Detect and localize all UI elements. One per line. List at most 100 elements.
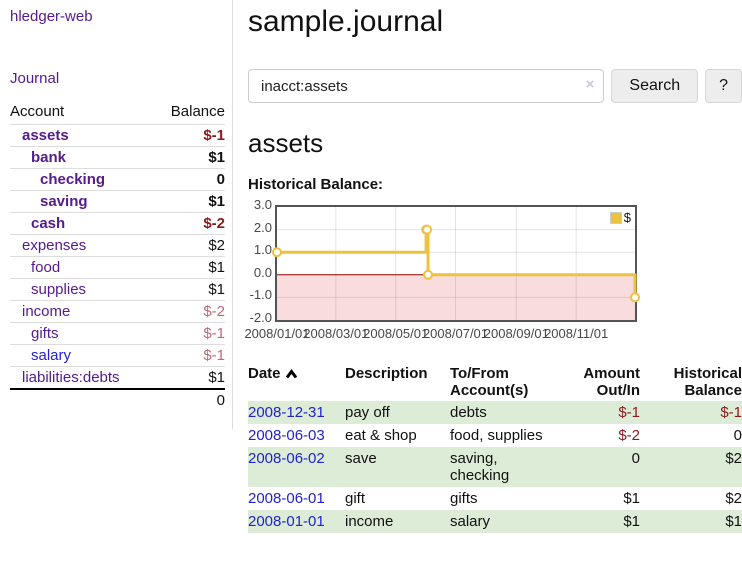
account-row: assets $-1 — [10, 124, 225, 147]
transaction-date-cell: 2008-06-01 — [248, 487, 345, 510]
transaction-description: eat & shop — [345, 427, 417, 444]
account-name-cell: expenses — [10, 234, 154, 257]
account-link[interactable]: supplies — [31, 281, 87, 298]
spacer-cell — [10, 388, 154, 411]
account-link[interactable]: gifts — [31, 325, 59, 342]
description-column-header: Description — [345, 365, 428, 382]
account-link[interactable]: bank — [31, 149, 67, 166]
account-link[interactable]: assets — [22, 127, 69, 144]
transaction-balance: $2 — [725, 450, 742, 467]
total-balance: 0 — [153, 388, 225, 411]
account-name-cell: liabilities:debts — [10, 366, 154, 389]
search-box: × — [248, 69, 605, 103]
account-row: salary $-1 — [10, 344, 225, 367]
account-row: liabilities:debts $1 — [10, 366, 225, 389]
account-name-cell: assets — [10, 124, 154, 147]
x-axis-tick-label: 2008/05/01 — [363, 326, 429, 341]
search-input[interactable] — [248, 69, 605, 103]
transaction-accounts: salary — [450, 513, 491, 530]
account-link[interactable]: food — [31, 259, 61, 276]
transaction-balance: $-1 — [720, 404, 742, 421]
account-name-cell: salary — [10, 344, 154, 367]
transaction-row: 2008-01-01 income salary $1 $1 — [248, 510, 742, 533]
account-balance: $2 — [153, 234, 225, 257]
transaction-row: 2008-06-03 eat & shop food, supplies $-2 0 — [248, 424, 742, 447]
journal-link[interactable]: Journal — [10, 70, 60, 87]
account-link[interactable]: liabilities:debts — [22, 369, 120, 386]
account-row: gifts $-1 — [10, 322, 225, 345]
account-balance: $1 — [153, 146, 225, 169]
journal-nav: Journal — [10, 70, 232, 87]
account-balance: $1 — [153, 366, 225, 389]
y-axis-tick-label: -1.0 — [249, 287, 272, 303]
transaction-date-cell: 2008-06-02 — [248, 447, 345, 487]
y-axis-tick-label: 0.0 — [253, 264, 272, 280]
account-row: income $-2 — [10, 300, 225, 323]
transaction-description: save — [345, 450, 377, 467]
account-link[interactable]: checking — [40, 171, 106, 188]
account-balance: $-2 — [153, 212, 225, 235]
x-axis-tick-label: 2008/11/01 — [544, 326, 609, 341]
transaction-description: gift — [345, 490, 366, 507]
account-balance: $1 — [153, 190, 225, 213]
transaction-amount: $-1 — [618, 404, 640, 421]
account-column-header: Account — [10, 103, 65, 120]
transaction-row: 2008-06-02 save saving, checking 0 $2 — [248, 447, 742, 487]
transaction-description: income — [345, 513, 394, 530]
account-table: Account Balance assets $-1 bank $1 checking 0… — [10, 101, 225, 411]
x-axis-tick-label: 2008/07/01 — [422, 326, 489, 341]
page-title: sample.journal — [248, 5, 444, 38]
help-button[interactable]: ? — [705, 69, 742, 103]
account-name-cell: saving — [10, 190, 154, 213]
account-link[interactable]: salary — [31, 347, 72, 364]
account-link[interactable]: cash — [31, 215, 66, 232]
account-balance: $-1 — [153, 344, 225, 367]
account-name-cell: food — [10, 256, 154, 279]
transaction-date-link[interactable]: 2008-06-03 — [248, 427, 325, 444]
account-total-row: 0 — [10, 388, 225, 411]
register-table-body: 2008-12-31 pay off debts $-1 $-1 2008-06-03 ea… — [248, 401, 742, 533]
transaction-date-cell: 2008-06-03 — [248, 424, 345, 447]
chart-legend: $ — [609, 210, 631, 225]
balance-chart: 3.0 2.0 1.0 0.0 -1.0 -2.0 $ 2008/01/01 2008/03… — [244, 197, 742, 343]
transaction-date-link[interactable]: 2008-06-02 — [248, 450, 325, 467]
app-brand-link[interactable]: hledger-web — [10, 8, 93, 25]
account-balance: 0 — [153, 168, 225, 191]
clear-search-icon[interactable]: × — [585, 76, 595, 93]
chart-plot: $ — [272, 205, 640, 322]
register-header-row: Date Description To/From Account(s) Amou… — [248, 363, 742, 401]
transaction-date-link[interactable]: 2008-06-01 — [248, 490, 325, 507]
balance-column-header: Historical Balance — [673, 365, 742, 399]
transaction-accounts: debts — [450, 404, 487, 421]
transaction-date-link[interactable]: 2008-01-01 — [248, 513, 325, 530]
account-row: expenses $2 — [10, 234, 225, 257]
transaction-balance: $2 — [725, 490, 742, 507]
account-link[interactable]: expenses — [22, 237, 87, 254]
account-balance: $-2 — [153, 300, 225, 323]
account-row: saving $1 — [10, 190, 225, 213]
y-axis-tick-label: 3.0 — [253, 197, 272, 212]
accounts-column-header: To/From Account(s) — [450, 365, 529, 399]
transaction-date-link[interactable]: 2008-12-31 — [248, 404, 325, 421]
search-button[interactable]: Search — [611, 69, 699, 103]
transaction-accounts: food, supplies — [450, 427, 543, 444]
y-axis-tick-label: -2.0 — [249, 310, 272, 325]
transaction-balance: 0 — [733, 427, 742, 444]
transaction-accounts: gifts — [450, 490, 478, 507]
register-table: Date Description To/From Account(s) Amou… — [248, 363, 742, 533]
date-column-header: Date — [248, 363, 345, 401]
account-name-cell: bank — [10, 146, 154, 169]
account-link[interactable]: income — [22, 303, 71, 320]
account-table-header: Account Balance — [10, 101, 225, 125]
x-axis-tick-label: 2008/09/01 — [483, 326, 549, 341]
account-name-cell: checking — [10, 168, 154, 191]
transaction-date-cell: 2008-01-01 — [248, 510, 345, 533]
transaction-row: 2008-06-01 gift gifts $1 $2 — [248, 487, 742, 510]
account-row: bank $1 — [10, 146, 225, 169]
transaction-accounts: saving, checking — [450, 450, 510, 484]
chart-title: Historical Balance: — [248, 176, 384, 193]
legend-label: $ — [623, 210, 631, 225]
account-link[interactable]: saving — [40, 193, 88, 210]
account-row: checking 0 — [10, 168, 225, 191]
account-name-cell: income — [10, 300, 154, 323]
